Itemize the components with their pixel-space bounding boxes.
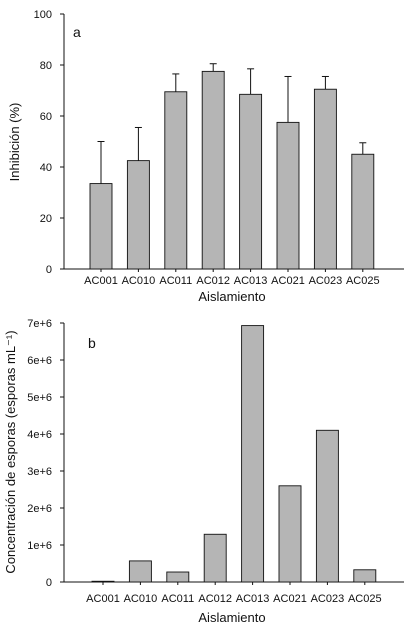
- panel-label-b: b: [88, 335, 96, 351]
- x-tick-label-a: AC011: [159, 275, 192, 287]
- y-tick-label-b: 5e+6: [27, 392, 52, 404]
- bar-b-ac023: [315, 429, 339, 583]
- chart-panel-b: b Concentración de esporas (esporas mL⁻¹…: [3, 318, 404, 625]
- bar-b-ac010: [128, 560, 152, 583]
- bar-a-ac001: [89, 183, 113, 270]
- bar-b-ac021: [278, 485, 302, 583]
- x-tick-label-a: AC001: [84, 275, 118, 287]
- y-axis-title-a: Inhibición (%): [7, 103, 22, 182]
- x-tick-label-b: AC025: [348, 593, 382, 605]
- y-tick-label-a: 80: [40, 60, 52, 72]
- x-tick-label-a: AC025: [346, 275, 380, 287]
- x-tick-label-b: AC013: [236, 593, 270, 605]
- y-tick-label-b: 6e+6: [27, 355, 52, 367]
- y-axis-title-b: Concentración de esporas (esporas mL⁻¹): [3, 330, 18, 573]
- bar-a-ac021: [276, 121, 300, 270]
- x-tick-label-a: AC023: [309, 275, 343, 287]
- bar-b-ac011: [166, 571, 190, 583]
- x-tick-label-b: AC010: [124, 593, 158, 605]
- panel-label-a: a: [73, 24, 81, 40]
- y-tick-label-b: 0: [46, 577, 52, 589]
- chart-panel-a: a Inhibición (%) Aislamiento 0 20 40 60 80 10…: [7, 9, 404, 304]
- x-tick-label-b: AC021: [273, 593, 307, 605]
- x-tick-label-a: AC021: [271, 275, 305, 287]
- y-tick-label-b: 7e+6: [27, 318, 52, 330]
- x-tick-label-a: AC013: [234, 275, 268, 287]
- y-tick-label-b: 4e+6: [27, 429, 52, 441]
- y-tick-label-b: 3e+6: [27, 466, 52, 478]
- y-tick-label-a: 100: [34, 9, 52, 21]
- bar-b-ac012: [203, 533, 227, 583]
- bar-a-ac013: [239, 93, 263, 270]
- bar-b-ac013: [241, 325, 265, 583]
- x-tick-label-b: AC012: [198, 593, 232, 605]
- x-tick-label-b: AC001: [86, 593, 120, 605]
- x-axis-title-b: Aislamiento: [198, 610, 265, 625]
- bar-b-ac025: [353, 569, 377, 583]
- x-axis-title-a: Aislamiento: [198, 289, 265, 304]
- x-tick-label-a: AC012: [196, 275, 230, 287]
- bar-a-ac010: [126, 160, 150, 270]
- y-tick-label-b: 1e+6: [27, 540, 52, 552]
- x-tick-label-b: AC011: [161, 593, 194, 605]
- y-tick-label-a: 0: [46, 264, 52, 276]
- bar-b-ac001: [91, 580, 115, 583]
- y-tick-label-a: 40: [40, 162, 52, 174]
- y-tick-label-b: 2e+6: [27, 503, 52, 515]
- y-tick-label-a: 60: [40, 111, 52, 123]
- bar-a-ac023: [313, 88, 337, 270]
- bar-a-ac025: [351, 153, 375, 270]
- bar-a-ac012: [201, 70, 225, 270]
- y-tick-label-a: 20: [40, 213, 52, 225]
- bar-a-ac011: [164, 91, 188, 270]
- x-tick-label-a: AC010: [122, 275, 156, 287]
- x-tick-label-b: AC023: [311, 593, 345, 605]
